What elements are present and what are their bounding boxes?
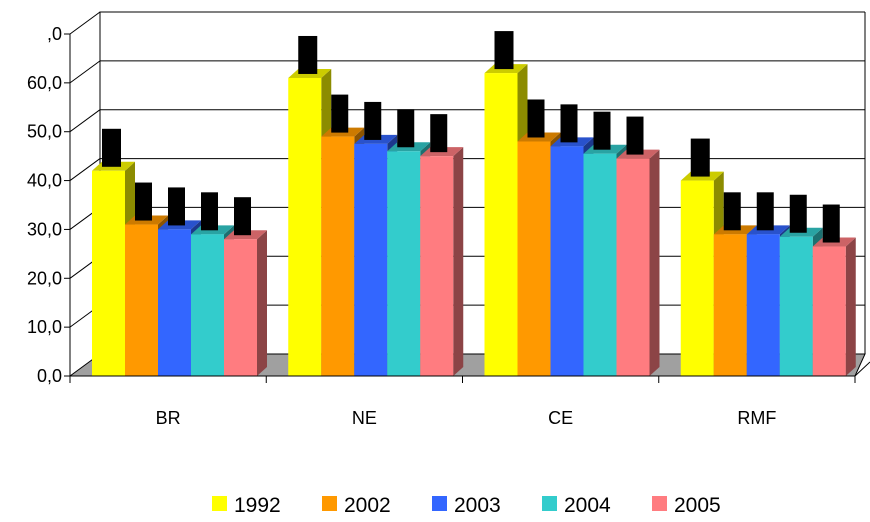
legend: 1992 2002 2003 2004 2005	[212, 494, 721, 517]
legend-swatch-2003	[432, 496, 447, 511]
bar-front	[616, 158, 650, 376]
bar-data-label	[494, 31, 514, 70]
bar-data-label	[364, 101, 382, 140]
y-axis: 0,0 10,0 20,0 30,0 40,0 50,0 60,0 ,0	[27, 24, 71, 386]
legend-label-2003: 2003	[454, 494, 501, 517]
gridline-side	[69, 60, 101, 84]
legend-label-2002: 2002	[344, 494, 391, 517]
bar-data-label	[234, 197, 251, 236]
bars	[92, 31, 856, 376]
bar-front	[387, 151, 421, 376]
legend-swatch-2002	[322, 496, 337, 511]
bar-data-label	[822, 204, 840, 243]
y-tick-label: 20,0	[27, 268, 62, 288]
legend-label-1992: 1992	[234, 494, 281, 517]
x-axis-depth	[854, 361, 870, 377]
x-tick-label: CE	[548, 408, 573, 428]
bar-data-label	[298, 35, 318, 74]
bar-data-label	[102, 128, 121, 167]
bar-side	[649, 149, 660, 376]
bar-front	[288, 77, 322, 376]
bar-front	[354, 143, 388, 376]
bar-front	[191, 234, 224, 376]
bar-front	[680, 180, 714, 376]
bar-data-label	[168, 187, 185, 226]
bar-side	[845, 237, 856, 376]
bar-front	[779, 236, 813, 376]
gridline-side	[69, 109, 101, 133]
bar-CE-2005	[616, 116, 660, 376]
bar-NE-2005	[420, 114, 464, 376]
gridline-side	[69, 11, 101, 35]
bar-front	[420, 156, 454, 376]
bar-front	[224, 239, 257, 376]
bar-data-label	[626, 116, 644, 155]
bar-front	[550, 146, 584, 376]
bar-side	[453, 147, 464, 376]
x-tick-label: NE	[352, 408, 377, 428]
y-tick-label: 40,0	[27, 171, 62, 191]
bar-front	[583, 153, 617, 376]
y-tick-label: 10,0	[27, 317, 62, 337]
bar-data-label	[789, 194, 807, 233]
legend-swatch-2005	[652, 496, 667, 511]
bar-data-label	[690, 138, 710, 177]
y-tick-label: 50,0	[27, 122, 62, 142]
bar-data-label	[201, 192, 218, 231]
bar-data-label	[723, 192, 741, 231]
bar-front	[321, 136, 355, 376]
bar-front	[713, 234, 747, 376]
gridline-side	[69, 158, 101, 181]
bar-side	[257, 230, 267, 376]
legend-swatch-1992	[212, 496, 227, 511]
bar-front	[517, 141, 551, 376]
y-tick-label: 60,0	[27, 73, 62, 93]
bar-RMF-2005	[812, 204, 856, 376]
bar-data-label	[756, 192, 774, 231]
bar-data-label	[430, 114, 448, 153]
bar-front	[812, 246, 846, 376]
y-tick-label: 30,0	[27, 219, 62, 239]
bar-data-label	[560, 104, 578, 143]
bar-data-label	[135, 182, 152, 221]
bar-RMF-1992	[680, 138, 724, 376]
legend-label-2005: 2005	[674, 494, 721, 517]
bar-front	[158, 229, 191, 376]
bar-front	[92, 170, 125, 376]
bar-front	[746, 234, 780, 376]
y-tick-label: 0,0	[37, 366, 62, 386]
legend-label-2004: 2004	[564, 494, 611, 517]
bar-data-label	[593, 111, 611, 150]
x-tick-label: RMF	[737, 408, 776, 428]
bar-front	[125, 224, 158, 376]
bar-data-label	[397, 109, 415, 148]
x-axis: BR NE CE RMF	[69, 361, 870, 428]
y-tick-label: ,0	[47, 24, 62, 44]
bar-front	[484, 73, 518, 376]
legend-swatch-2004	[542, 496, 557, 511]
bar-data-label	[331, 94, 349, 133]
bar-BR-2005	[224, 197, 267, 376]
x-tick-label: BR	[156, 408, 181, 428]
bar-data-label	[527, 99, 545, 138]
